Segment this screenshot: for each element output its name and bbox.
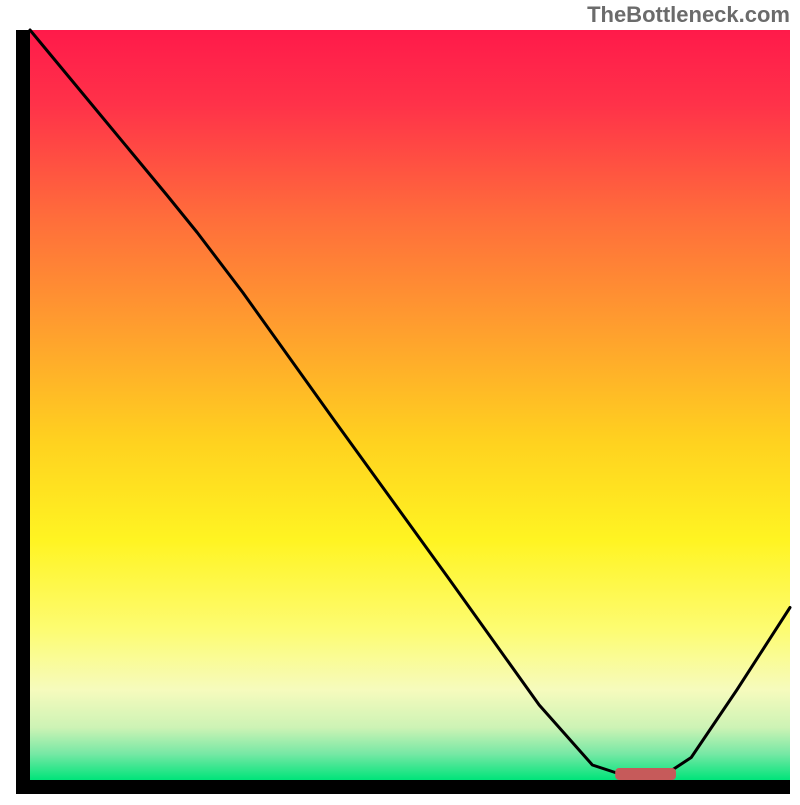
optimal-range-marker [615, 768, 676, 780]
x-axis [16, 780, 790, 794]
bottleneck-chart [0, 0, 800, 800]
chart-svg [0, 0, 800, 800]
watermark-text: TheBottleneck.com [587, 2, 790, 28]
plot-background [30, 30, 790, 780]
y-axis [16, 30, 30, 794]
